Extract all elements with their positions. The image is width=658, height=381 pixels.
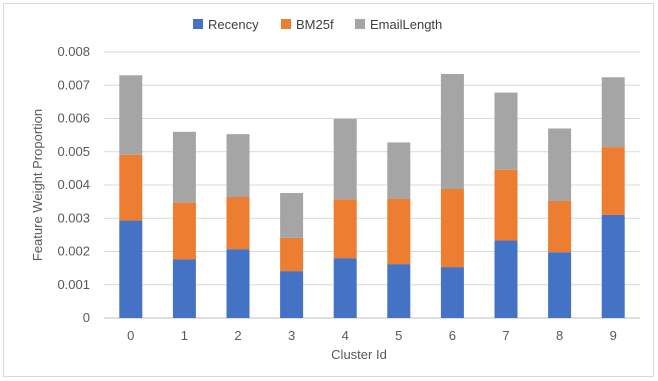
bar-recency-cluster-7 (494, 240, 518, 318)
y-tick-label: 0.008 (57, 44, 90, 59)
bar-emaillength-cluster-3 (280, 192, 304, 238)
bar-emaillength-cluster-8 (548, 128, 572, 201)
x-tick-label: 0 (127, 328, 134, 343)
bar-emaillength-cluster-6 (440, 73, 464, 189)
x-tick-label: 7 (502, 328, 509, 343)
bar-emaillength-cluster-5 (387, 142, 411, 199)
x-tick-label: 9 (610, 328, 617, 343)
y-tick-label: 0.003 (57, 210, 90, 225)
legend: Recency BM25f EmailLength (193, 17, 442, 32)
bar-recency-cluster-0 (119, 220, 143, 318)
bar-bm25f-cluster-1 (172, 202, 196, 260)
x-tick-label: 3 (288, 328, 295, 343)
legend-swatch-emaillength (355, 19, 365, 29)
x-tick-label: 6 (449, 328, 456, 343)
x-tick-label: 5 (395, 328, 402, 343)
y-tick-label: 0 (83, 310, 90, 325)
y-tick-labels: 0 0.001 0.002 0.003 0.004 0.005 0.006 0.007 0.00… (57, 44, 90, 325)
bar-recency-cluster-8 (548, 252, 572, 318)
legend-swatch-recency (193, 19, 203, 29)
bar-recency-cluster-3 (280, 271, 304, 318)
x-axis-title: Cluster Id (331, 347, 387, 362)
x-tick-label: 8 (556, 328, 563, 343)
legend-label-recency: Recency (208, 17, 259, 32)
x-tick-label: 2 (234, 328, 241, 343)
bar-emaillength-cluster-4 (333, 118, 357, 200)
y-tick-label: 0.005 (57, 144, 90, 159)
bar-recency-cluster-5 (387, 264, 411, 318)
y-tick-label: 0.004 (57, 177, 90, 192)
y-tick-label: 0.002 (57, 244, 90, 259)
bar-bm25f-cluster-2 (226, 196, 250, 250)
bar-recency-cluster-6 (440, 267, 464, 318)
bar-bm25f-cluster-4 (333, 199, 357, 259)
y-tick-label: 0.006 (57, 111, 90, 126)
bar-recency-cluster-2 (226, 249, 250, 318)
bar-recency-cluster-9 (601, 214, 625, 318)
bar-bm25f-cluster-3 (280, 237, 304, 272)
bar-bm25f-cluster-6 (440, 188, 464, 268)
y-tick-label: 0.001 (57, 277, 90, 292)
bar-emaillength-cluster-1 (172, 131, 196, 203)
bar-bm25f-cluster-7 (494, 169, 518, 241)
bar-recency-cluster-1 (172, 259, 196, 318)
chart-frame (3, 3, 654, 377)
bar-emaillength-cluster-2 (226, 134, 250, 197)
x-tick-label: 1 (181, 328, 188, 343)
bar-bm25f-cluster-5 (387, 198, 411, 265)
bar-emaillength-cluster-7 (494, 92, 518, 170)
legend-label-bm25f: BM25f (296, 17, 334, 32)
bar-bm25f-cluster-9 (601, 147, 625, 215)
bar-emaillength-cluster-0 (119, 75, 143, 155)
legend-label-emaillength: EmailLength (370, 17, 442, 32)
y-axis-title: Feature Weight Proportion (30, 109, 45, 261)
bar-emaillength-cluster-9 (601, 77, 625, 148)
bars (119, 73, 625, 318)
bar-bm25f-cluster-0 (119, 154, 143, 221)
x-tick-label: 4 (342, 328, 349, 343)
legend-swatch-bm25f (281, 19, 291, 29)
y-tick-label: 0.007 (57, 77, 90, 92)
bar-recency-cluster-4 (333, 258, 357, 318)
bar-bm25f-cluster-8 (548, 200, 572, 253)
x-tick-labels: 0 1 2 3 4 5 6 7 8 9 (127, 328, 617, 343)
